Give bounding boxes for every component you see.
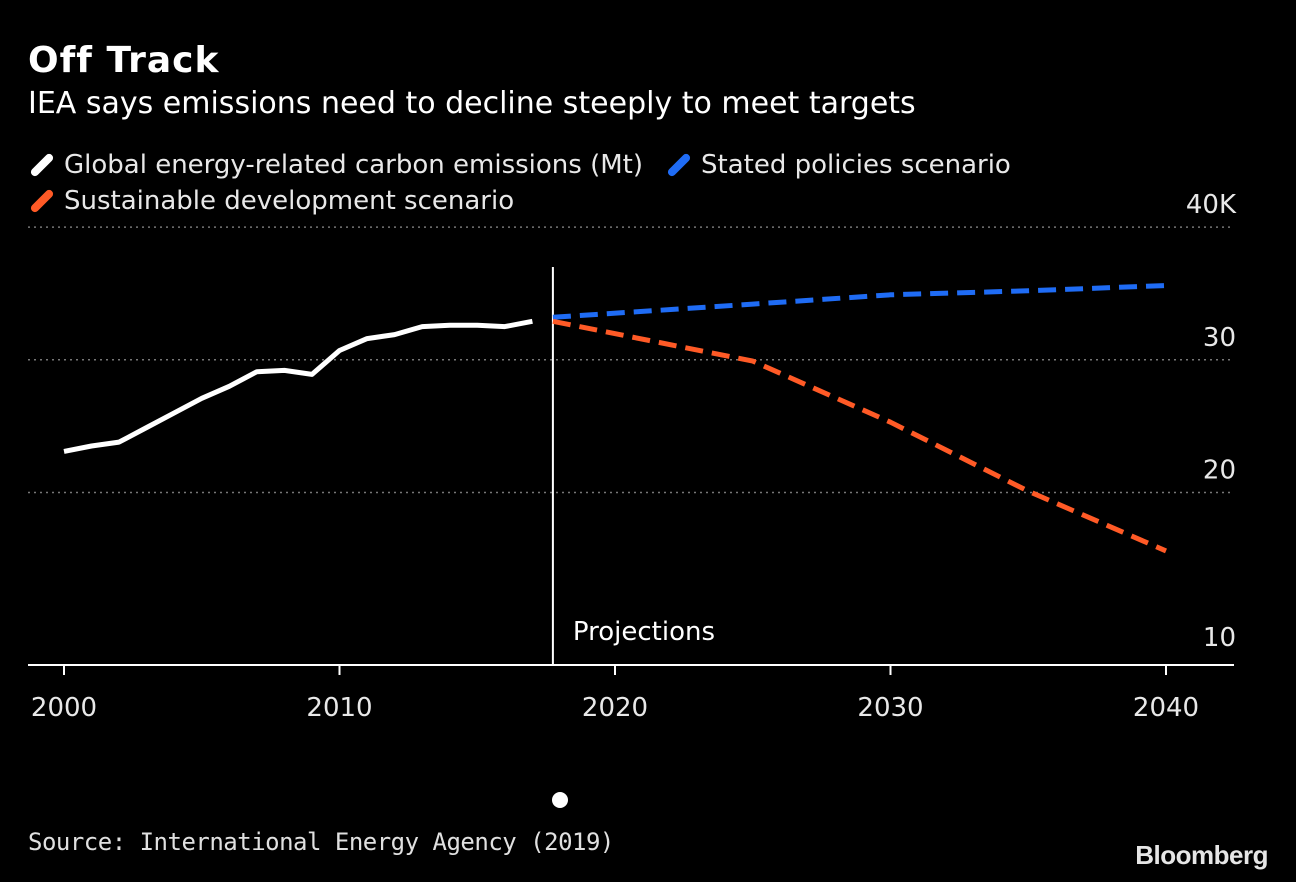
source-note: Source: International Energy Agency (201… [28, 828, 614, 856]
y-axis-labels: 10 20 30 40K [1186, 190, 1237, 653]
series-line-sustainable-development [552, 318, 1167, 554]
x-axis-labels: 2000 2010 2020 2030 2040 [31, 665, 1199, 723]
projections-label: Projections [573, 617, 715, 647]
legend-item-sustainable: Sustainable development scenario [28, 186, 514, 216]
legend-second-row: Sustainable development scenario [28, 186, 536, 216]
series-line-stated-policies [552, 283, 1167, 320]
grid-lines [28, 226, 1234, 494]
chart-title: Off Track [28, 40, 220, 81]
x-tick-label: 2020 [582, 693, 648, 723]
y-tick-label: 10 [1203, 623, 1236, 653]
y-tick-label: 20 [1203, 455, 1236, 485]
legend-label-sustainable: Sustainable development scenario [64, 186, 515, 216]
legend-label-historical: Global energy-related carbon emissions (… [64, 150, 643, 180]
bloomberg-logo: Bloomberg [1135, 840, 1268, 870]
legend-item-historical: Global energy-related carbon emissions (… [28, 150, 643, 180]
pager-dot[interactable] [552, 792, 568, 808]
legend-item-stated: Stated policies scenario [665, 150, 1011, 180]
chart-subtitle: IEA says emissions need to decline steep… [28, 86, 916, 121]
x-tick-label: 2030 [857, 693, 923, 723]
y-tick-label: 30 [1203, 323, 1236, 353]
series-lines [63, 283, 1167, 554]
x-tick-label: 2040 [1133, 693, 1199, 723]
legend-label-stated: Stated policies scenario [701, 150, 1011, 180]
series-line-historical [63, 318, 533, 454]
legend: Global energy-related carbon emissions (… [28, 150, 1033, 180]
x-tick-label: 2000 [31, 693, 97, 723]
x-tick-label: 2010 [306, 693, 372, 723]
y-tick-label: 40K [1186, 190, 1237, 220]
